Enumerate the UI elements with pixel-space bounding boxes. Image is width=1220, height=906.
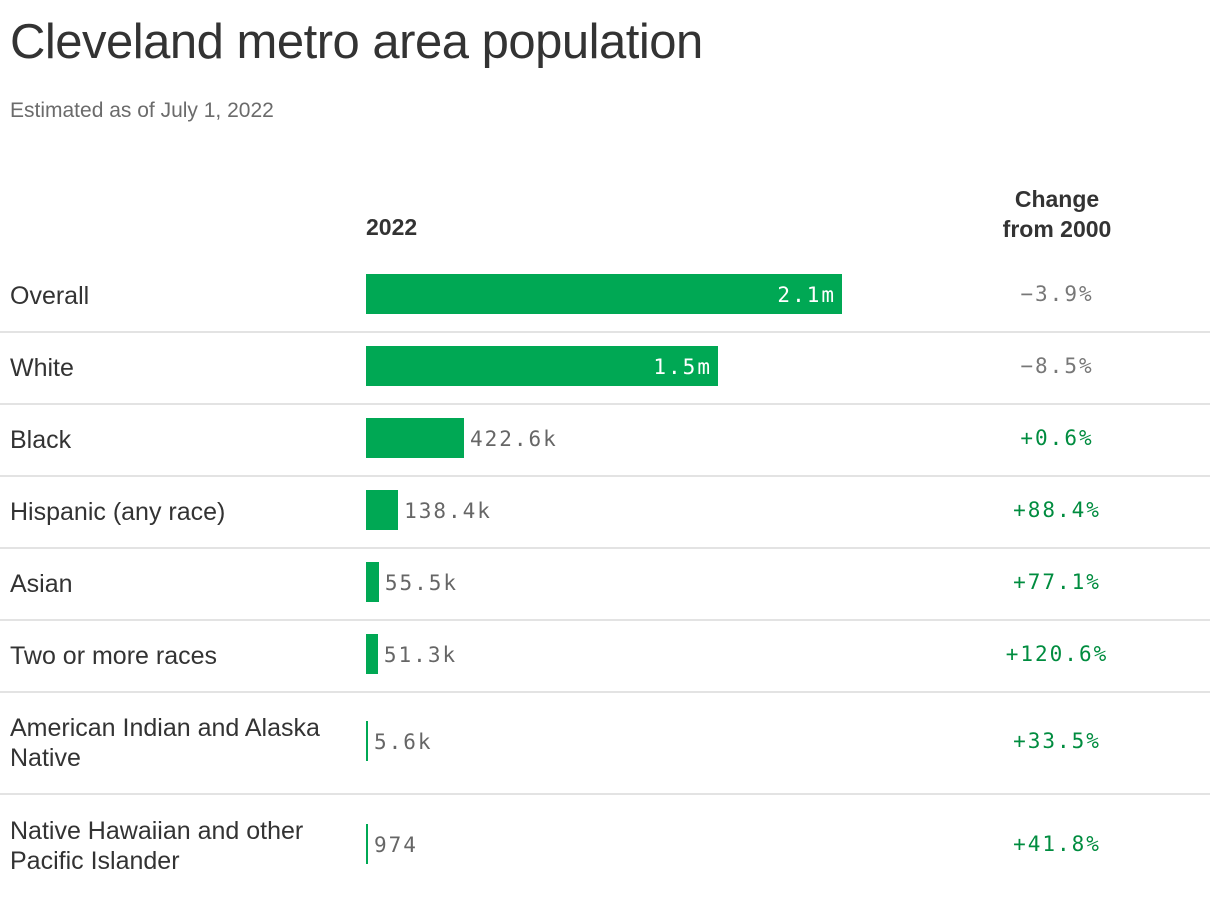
- table-row: Asian 55.5k +77.1%: [0, 549, 1210, 621]
- column-header-change: Change from 2000: [1002, 186, 1112, 242]
- change-label: +0.6%: [1020, 426, 1094, 450]
- category-label: Asian: [10, 570, 73, 598]
- column-header-2022: 2022: [366, 214, 418, 240]
- category-label: Hispanic (any race): [10, 498, 226, 526]
- value-label: 55.5k: [384, 571, 459, 595]
- value-label: 422.6k: [469, 427, 558, 451]
- change-label: −8.5%: [1020, 354, 1094, 378]
- bar: [366, 824, 368, 864]
- bar: [366, 346, 718, 386]
- category-label: Native Hawaiian and other Pacific Island…: [10, 817, 304, 875]
- bar: [366, 490, 399, 530]
- category-label: Black: [10, 426, 72, 454]
- table-row: Black 422.6k +0.6%: [0, 405, 1210, 477]
- chart-subtitle: Estimated as of July 1, 2022: [10, 99, 274, 122]
- category-label: Overall: [10, 282, 90, 310]
- bar: [366, 721, 368, 761]
- change-label: +41.8%: [1013, 832, 1101, 856]
- category-label: American Indian and Alaska Native: [10, 714, 320, 772]
- category-label: Two or more races: [10, 642, 218, 670]
- change-label: +77.1%: [1013, 570, 1101, 594]
- value-label: 1.5m: [653, 355, 712, 379]
- table-row: American Indian and Alaska Native 5.6k +33…: [0, 693, 1210, 795]
- change-label: −3.9%: [1020, 282, 1094, 306]
- value-label: 51.3k: [383, 643, 458, 667]
- bar: [366, 562, 379, 602]
- category-label: White: [10, 354, 74, 382]
- chart-title: Cleveland metro area population: [10, 15, 703, 69]
- table-row: Hispanic (any race) 138.4k +88.4%: [0, 477, 1210, 549]
- table-row: Overall 2.1m −3.9%: [0, 261, 1210, 333]
- change-label: +120.6%: [1005, 642, 1109, 666]
- bar: [366, 274, 842, 314]
- table-row: Native Hawaiian and other Pacific Island…: [0, 795, 1210, 897]
- value-label: 138.4k: [404, 499, 492, 523]
- bar: [366, 418, 464, 458]
- value-label: 5.6k: [374, 730, 433, 754]
- table-row: Two or more races 51.3k +120.6%: [0, 621, 1210, 693]
- change-label: +88.4%: [1013, 498, 1101, 522]
- value-label: 974: [374, 833, 418, 857]
- bar-table: Overall 2.1m −3.9% White 1.5m −8.5% Black 422.6…: [0, 261, 1210, 897]
- change-label: +33.5%: [1013, 729, 1101, 753]
- bar: [366, 634, 378, 674]
- value-label: 2.1m: [777, 283, 836, 307]
- table-row: White 1.5m −8.5%: [0, 333, 1210, 405]
